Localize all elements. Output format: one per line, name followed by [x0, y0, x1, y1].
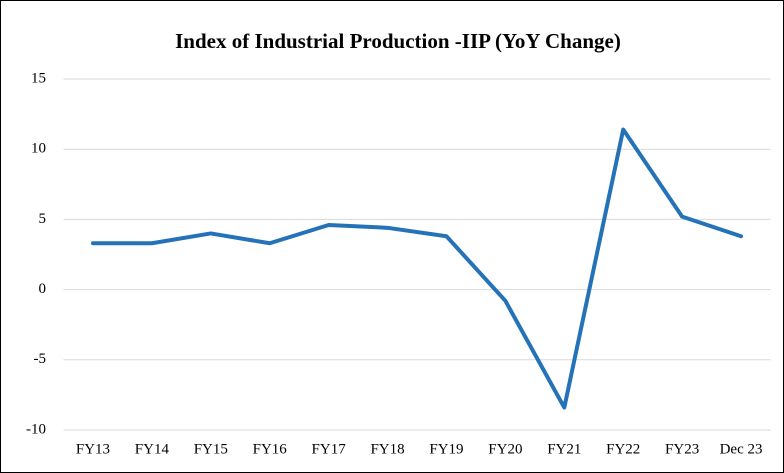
y-tick-label: -10 [26, 421, 46, 437]
x-tick-label: Dec 23 [720, 441, 763, 457]
y-tick-label: 5 [39, 211, 47, 227]
x-tick-label: FY13 [76, 441, 110, 457]
y-tick-label: -5 [34, 351, 47, 367]
data-line [90, 127, 744, 410]
x-tick-label: FY18 [370, 441, 404, 457]
x-tick-label: FY17 [312, 441, 347, 457]
x-tick-label: FY23 [665, 441, 699, 457]
y-tick-label: 15 [31, 70, 46, 86]
x-tick-label: FY21 [547, 441, 581, 457]
y-tick-label: 10 [31, 141, 46, 157]
chart-title: Index of Industrial Production -IIP (YoY… [175, 29, 621, 53]
x-tick-label: FY22 [606, 441, 640, 457]
x-tick-label: FY15 [194, 441, 228, 457]
x-tick-label: FY19 [429, 441, 463, 457]
y-tick-label: 0 [39, 281, 47, 297]
x-tick-label: FY16 [253, 441, 288, 457]
x-tick-label: FY14 [135, 441, 170, 457]
x-tick-label: FY20 [488, 441, 522, 457]
